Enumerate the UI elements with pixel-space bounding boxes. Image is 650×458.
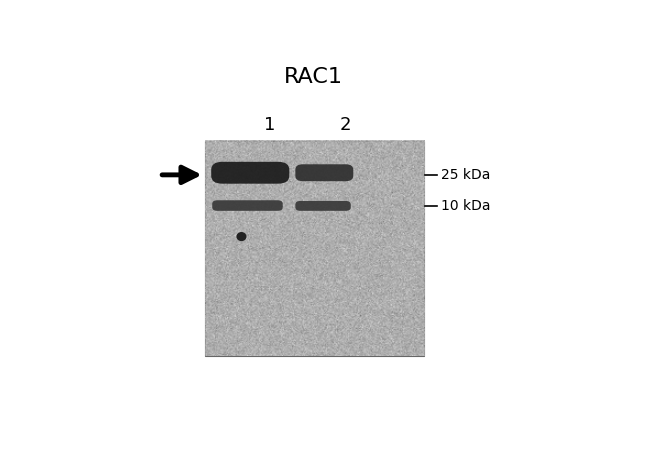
FancyBboxPatch shape <box>212 200 283 211</box>
FancyBboxPatch shape <box>211 162 289 184</box>
FancyBboxPatch shape <box>295 164 354 181</box>
Text: 25 kDa: 25 kDa <box>441 168 491 182</box>
Bar <box>205 142 424 356</box>
Text: 1: 1 <box>265 116 276 134</box>
Text: RAC1: RAC1 <box>283 67 343 87</box>
Ellipse shape <box>237 232 246 241</box>
Text: 2: 2 <box>340 116 352 134</box>
Text: 10 kDa: 10 kDa <box>441 199 491 213</box>
FancyBboxPatch shape <box>295 201 351 211</box>
